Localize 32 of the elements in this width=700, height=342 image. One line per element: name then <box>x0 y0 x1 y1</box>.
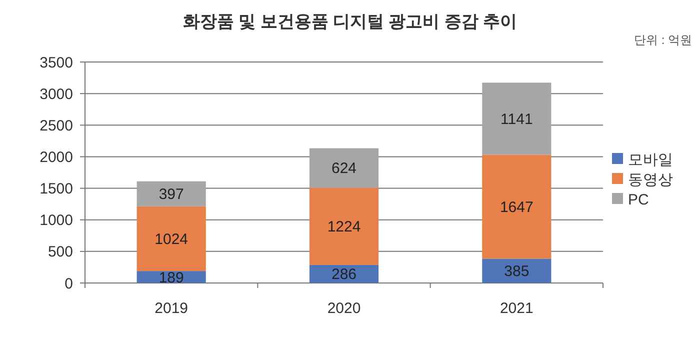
bar <box>482 82 552 155</box>
bar <box>482 258 552 283</box>
y-tick-label: 500 <box>48 244 73 261</box>
y-tick-label: 3500 <box>40 54 73 72</box>
y-tick-label: 3000 <box>40 86 73 103</box>
data-label: 189 <box>158 269 184 286</box>
data-label: 286 <box>331 266 357 284</box>
bar <box>136 206 206 272</box>
y-tick-label: 2500 <box>40 117 73 134</box>
y-tick-label: 1000 <box>40 212 73 230</box>
y-tick-label: 2000 <box>40 148 73 166</box>
y-tick-label: 0 <box>64 275 73 292</box>
data-label: 1141 <box>500 110 533 128</box>
bar <box>309 188 379 265</box>
chart-title: 화장품 및 보건용품 디지털 광고비 증감 추이 <box>182 12 518 31</box>
x-tick-label: 2021 <box>500 300 534 317</box>
legend-label: PC <box>628 191 650 208</box>
legend-label: 동영상 <box>628 171 673 188</box>
bar <box>482 154 552 259</box>
data-label: 624 <box>331 160 357 178</box>
data-label: 1024 <box>154 230 188 248</box>
legend-label: 모바일 <box>628 151 673 168</box>
data-label: 397 <box>158 186 184 204</box>
data-label: 1647 <box>500 198 534 216</box>
x-tick-label: 2020 <box>327 300 361 317</box>
data-label: 385 <box>504 263 530 280</box>
y-tick-label: 1500 <box>40 180 73 198</box>
bar <box>309 148 379 188</box>
data-label: 1224 <box>327 218 361 236</box>
x-tick-label: 2019 <box>154 300 188 317</box>
text: 단위 : 억원 <box>634 33 692 47</box>
bar <box>136 181 206 206</box>
